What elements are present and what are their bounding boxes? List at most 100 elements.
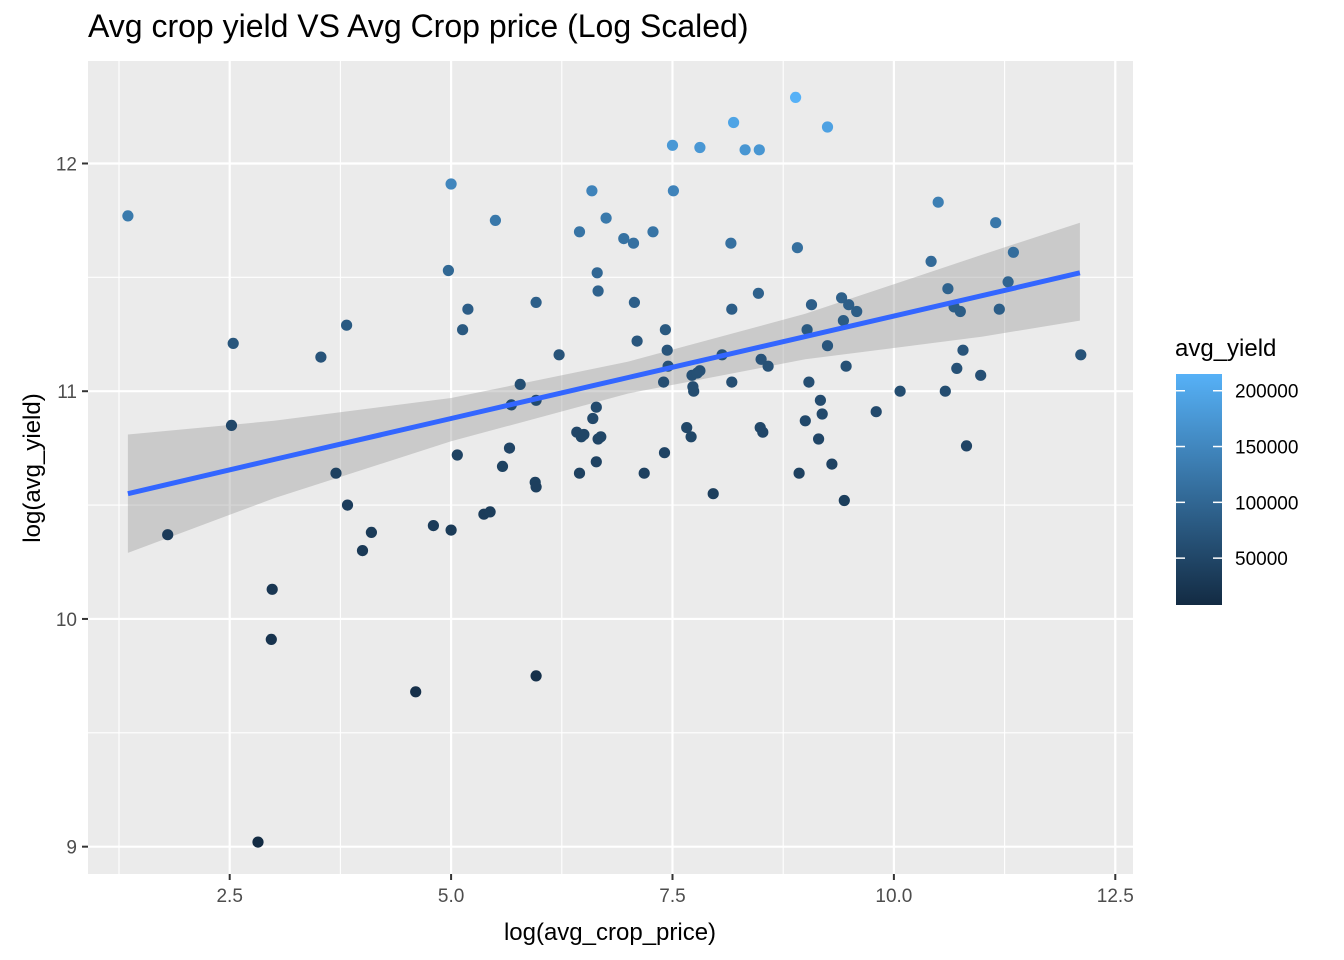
- legend-break-label: 50000: [1235, 549, 1288, 570]
- x-tick-label: 7.5: [659, 886, 685, 907]
- data-point: [530, 481, 542, 493]
- y-tick-label: 9: [66, 838, 77, 859]
- data-point: [628, 296, 641, 308]
- data-point: [942, 283, 954, 295]
- data-point: [836, 292, 848, 304]
- data-point: [658, 447, 671, 459]
- x-axis-title: log(avg_crop_price): [504, 919, 716, 946]
- data-point: [726, 376, 738, 388]
- data-point: [790, 91, 802, 103]
- data-point: [694, 365, 706, 377]
- data-point: [667, 185, 680, 197]
- data-point: [591, 267, 603, 279]
- data-point: [514, 378, 526, 390]
- data-point: [658, 376, 670, 388]
- data-point: [843, 299, 855, 311]
- data-point: [1002, 276, 1014, 288]
- x-tick-label: 5.0: [438, 886, 464, 907]
- data-point: [925, 255, 937, 267]
- data-point: [496, 460, 509, 472]
- plot-panel: [88, 61, 1133, 874]
- data-point: [573, 467, 586, 479]
- data-point: [803, 376, 815, 388]
- data-point: [553, 349, 565, 361]
- data-point: [813, 433, 825, 445]
- data-point: [725, 237, 737, 249]
- data-point: [681, 422, 693, 434]
- data-point: [365, 526, 377, 539]
- legend-colorbar: [1176, 374, 1222, 605]
- legend-title: avg_yield: [1175, 335, 1276, 362]
- data-point: [315, 351, 327, 363]
- data-point: [954, 305, 966, 318]
- data-point: [590, 401, 602, 413]
- data-point: [442, 264, 454, 277]
- x-tick-label: 10.0: [875, 886, 912, 907]
- data-point: [638, 467, 650, 479]
- data-point: [445, 524, 457, 536]
- data-point: [659, 324, 672, 336]
- data-point: [755, 353, 767, 365]
- data-point: [688, 385, 700, 397]
- data-point: [951, 362, 963, 374]
- data-point: [821, 121, 834, 133]
- data-point: [595, 431, 607, 443]
- data-point: [894, 385, 906, 397]
- data-point: [694, 141, 706, 154]
- data-point: [647, 226, 659, 238]
- y-axis-title: log(avg_yield): [19, 393, 46, 542]
- data-point: [1075, 349, 1087, 361]
- data-point: [341, 499, 354, 511]
- data-point: [530, 296, 542, 308]
- data-point: [252, 836, 264, 848]
- data-point: [707, 488, 719, 500]
- data-point: [503, 442, 516, 454]
- data-point: [993, 303, 1005, 315]
- data-point: [762, 360, 774, 372]
- data-point: [753, 144, 765, 156]
- data-point: [838, 494, 850, 507]
- data-point: [530, 670, 542, 682]
- data-point: [990, 217, 1002, 229]
- data-point: [484, 506, 496, 518]
- data-point: [600, 212, 612, 224]
- data-point: [805, 299, 818, 311]
- data-point: [757, 426, 769, 438]
- data-point: [939, 385, 951, 397]
- data-point: [573, 226, 586, 238]
- data-point: [1007, 246, 1020, 258]
- data-point: [266, 583, 278, 595]
- data-point: [821, 340, 834, 352]
- data-point: [330, 467, 342, 479]
- data-point: [739, 144, 751, 156]
- x-tick-label: 12.5: [1097, 886, 1134, 907]
- data-point: [957, 344, 969, 356]
- data-point: [728, 116, 740, 129]
- data-point: [661, 344, 673, 356]
- y-tick-label: 12: [56, 154, 77, 175]
- data-point: [814, 394, 827, 406]
- data-point: [685, 431, 697, 443]
- data-point: [162, 529, 174, 541]
- data-point: [837, 315, 850, 327]
- data-point: [851, 305, 863, 318]
- data-point: [799, 415, 811, 427]
- data-point: [752, 287, 765, 299]
- data-point: [826, 458, 838, 470]
- data-point: [578, 428, 590, 441]
- data-point: [791, 242, 804, 254]
- legend-break-label: 150000: [1235, 438, 1298, 459]
- data-point: [627, 237, 640, 249]
- data-point: [265, 633, 277, 646]
- y-tick-label: 10: [56, 610, 77, 631]
- data-point: [427, 520, 439, 532]
- x-tick-label: 2.5: [216, 886, 242, 907]
- fit-line-layer: [127, 270, 1081, 497]
- data-point: [489, 214, 501, 226]
- legend-break-label: 100000: [1235, 493, 1298, 514]
- data-point: [840, 360, 852, 372]
- confidence-ribbon-layer: [127, 222, 1080, 553]
- data-point: [726, 303, 738, 315]
- data-point: [870, 406, 882, 418]
